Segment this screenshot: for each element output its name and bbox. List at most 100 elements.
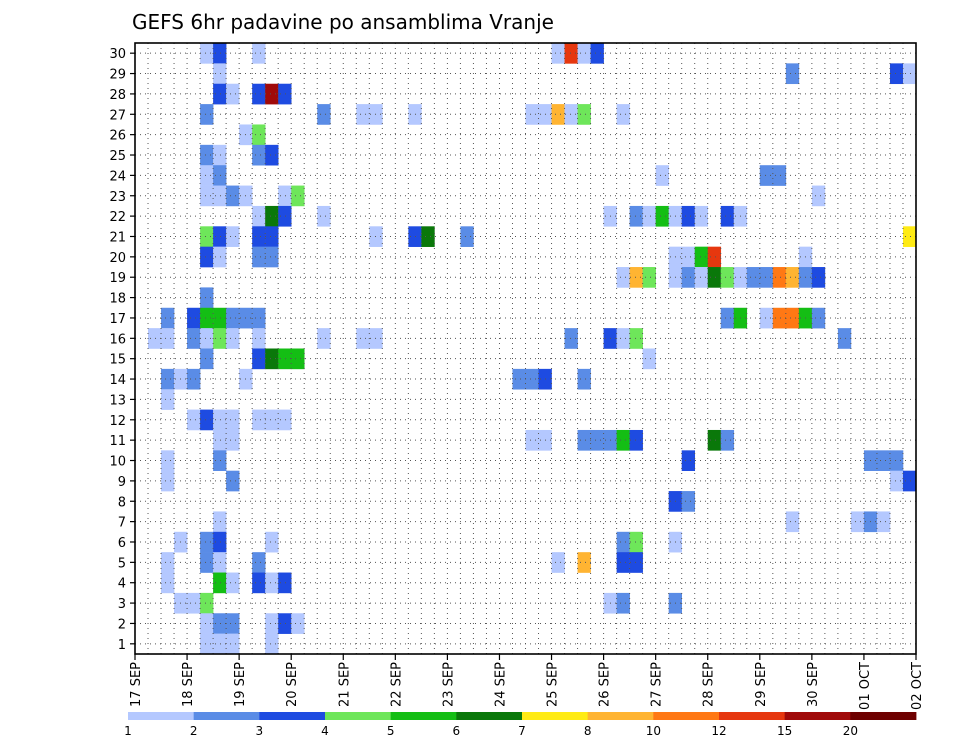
y-tick-label: 16 [109, 332, 126, 347]
heatmap-cell [278, 409, 292, 431]
heatmap-cell [694, 246, 709, 268]
y-tick-label: 20 [109, 251, 126, 266]
heatmap-cell [629, 267, 643, 288]
legend-label: 10 [646, 724, 661, 738]
heatmap-cell [317, 205, 331, 227]
heatmap-cell [629, 328, 643, 349]
y-tick-label: 6 [118, 536, 126, 551]
y-tick-label: 9 [118, 475, 126, 490]
heatmap-cell [707, 267, 722, 288]
legend-label: 12 [711, 724, 726, 738]
heatmap-cell [161, 389, 175, 410]
heatmap-cell [200, 531, 214, 553]
y-tick-label: 26 [109, 129, 126, 144]
heatmap-cell [200, 104, 214, 125]
heatmap-cell [759, 307, 774, 329]
heatmap-cell [629, 552, 643, 573]
heatmap-cell [681, 450, 696, 471]
heatmap-cell [642, 267, 656, 288]
y-tick-label: 1 [118, 638, 126, 653]
heatmap-cell [148, 328, 162, 349]
heatmap-cell [590, 429, 604, 451]
heatmap-cell [265, 531, 279, 553]
heatmap-cell [278, 205, 292, 227]
heatmap-cell [278, 185, 292, 207]
heatmap-cell [681, 491, 696, 512]
y-tick-label: 10 [109, 455, 126, 470]
heatmap-cell [265, 144, 279, 166]
x-tick-label: 02 OCT [910, 662, 925, 710]
heatmap-cell [681, 267, 696, 288]
y-tick-label: 12 [109, 414, 126, 429]
heatmap-cell [629, 205, 643, 227]
heatmap-cell [265, 205, 279, 227]
legend-label: 20 [843, 724, 858, 738]
x-tick-label: 23 SEP [441, 662, 456, 707]
heatmap-cell [161, 307, 175, 329]
legend-label: 1 [124, 724, 132, 738]
y-tick-label: 27 [109, 108, 126, 123]
legend-swatch [719, 712, 786, 720]
grid-lines [135, 43, 916, 654]
legend-label: 6 [453, 724, 461, 738]
heatmap-cell [785, 307, 800, 329]
heatmap-cell [252, 328, 266, 349]
heatmap-cell [525, 429, 539, 451]
heatmap-cell [161, 368, 175, 390]
heatmap-cell [265, 409, 279, 431]
y-tick-label: 24 [109, 169, 126, 184]
heatmap-cell [213, 552, 227, 573]
heatmap-cell [616, 552, 630, 573]
heatmap-cell [902, 470, 917, 492]
heatmap-cells [148, 43, 917, 655]
legend-swatch [850, 712, 917, 720]
heatmap-cell [720, 267, 735, 288]
heatmap-cell [200, 226, 214, 247]
legend-swatch [784, 712, 851, 720]
legend-label: 15 [777, 724, 792, 738]
heatmap-cell [681, 205, 696, 227]
heatmap-cell [564, 328, 578, 349]
legend-label: 7 [518, 724, 526, 738]
x-axis-ticks: 17 SEP 18 SEP 19 SEP 20 SEP 21 SEP 22 SEP 23 S… [129, 654, 925, 710]
x-tick-label: 29 SEP [754, 662, 769, 707]
legend-label: 5 [387, 724, 395, 738]
heatmap-cell [616, 328, 630, 349]
heatmap-cell [252, 226, 266, 247]
y-tick-label: 8 [118, 495, 126, 510]
heatmap-cell [200, 144, 214, 166]
heatmap-cell [317, 328, 331, 349]
heatmap-cell [356, 328, 370, 349]
legend-swatch [653, 712, 720, 720]
heatmap-cell [265, 246, 279, 268]
heatmap-cell [577, 43, 591, 64]
y-tick-label: 21 [109, 230, 126, 245]
heatmap-cell [200, 592, 214, 614]
heatmap-cell [811, 307, 826, 329]
y-tick-label: 19 [109, 271, 126, 286]
heatmap-cell [200, 633, 214, 655]
heatmap-cell [564, 104, 578, 125]
x-tick-label: 24 SEP [493, 662, 508, 707]
heatmap-cell [616, 429, 630, 451]
y-tick-label: 23 [109, 190, 126, 205]
heatmap-cell [200, 246, 214, 268]
heatmap-cell [525, 368, 539, 390]
legend-label: 3 [256, 724, 264, 738]
heatmap-cell [785, 63, 800, 85]
heatmap-cell [512, 368, 526, 390]
heatmap-cell [811, 185, 826, 207]
y-tick-label: 18 [109, 292, 126, 307]
x-tick-label: 26 SEP [598, 662, 613, 707]
heatmap-cell [291, 185, 305, 207]
heatmap-cell [226, 185, 240, 207]
heatmap-cell [889, 470, 904, 492]
heatmap-cell [252, 572, 266, 594]
heatmap-cell [525, 104, 539, 125]
heatmap-cell [161, 450, 175, 471]
heatmap-cell [213, 429, 227, 451]
heatmap-cell [850, 511, 865, 533]
heatmap-cell [616, 267, 630, 288]
heatmap-cell [616, 531, 630, 553]
